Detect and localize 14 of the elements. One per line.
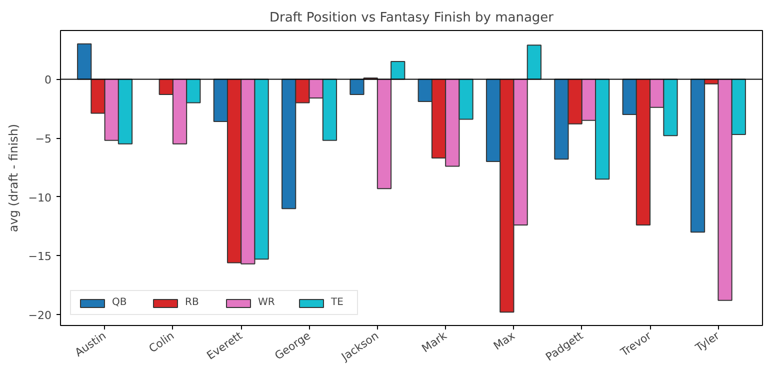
y-tick-label: 0 bbox=[44, 74, 52, 87]
legend-label: RB bbox=[185, 297, 200, 308]
y-axis-title: avg (draft - finish) bbox=[6, 124, 20, 232]
x-tick-label: Colin bbox=[146, 329, 177, 356]
y-tick-label: −20 bbox=[28, 308, 52, 322]
legend-label: WR bbox=[258, 297, 276, 308]
x-tick-label: Tyler bbox=[692, 328, 722, 356]
y-tick-label: −10 bbox=[28, 191, 52, 204]
legend-label: TE bbox=[331, 297, 344, 308]
chart-title: Draft Position vs Fantasy Finish by manager bbox=[269, 10, 554, 26]
legend-label: QB bbox=[112, 297, 128, 308]
x-tick-label: Max bbox=[491, 328, 518, 353]
y-tick-label: −5 bbox=[35, 132, 52, 146]
y-tick-label: −15 bbox=[28, 250, 52, 264]
